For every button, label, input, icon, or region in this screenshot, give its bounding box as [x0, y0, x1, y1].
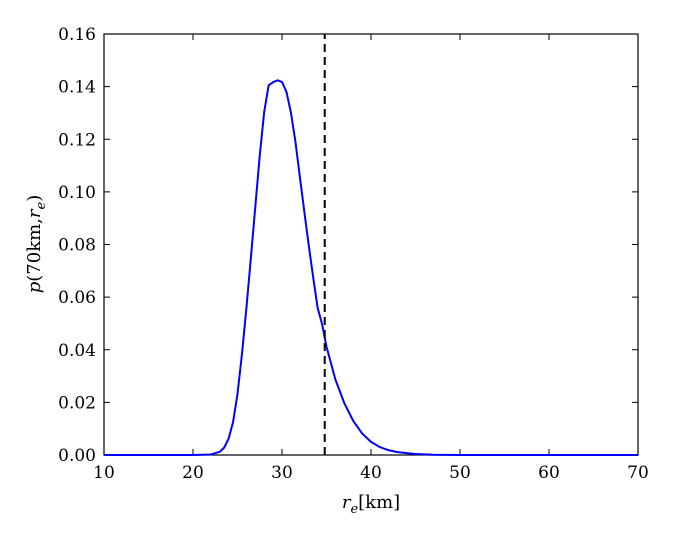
y-tick-label: 0.00	[58, 446, 96, 466]
series	[104, 34, 638, 456]
x-axis-label: re[km]	[342, 492, 400, 517]
y-tick-label: 0.12	[58, 130, 96, 150]
y-tick-label: 0.06	[58, 288, 96, 308]
plot-frame	[103, 33, 639, 456]
x-tick-label: 40	[360, 463, 382, 483]
x-tick-label: 50	[449, 463, 471, 483]
x-tick-label: 20	[182, 463, 204, 483]
y-tick-label: 0.08	[58, 236, 96, 256]
pdf-curve	[104, 79, 638, 456]
y-tick-label: 0.10	[58, 183, 96, 203]
y-tick-label: 0.16	[58, 25, 96, 45]
x-tick-label: 10	[93, 463, 115, 483]
y-axis-label: p(70km,re)	[24, 195, 49, 294]
y-tick-label: 0.14	[58, 78, 96, 98]
x-tick-label: 70	[627, 463, 649, 483]
x-tick-label: 30	[271, 463, 293, 483]
ticks: 10 20 30 40 50 60 70 0.00 0.02 0.04 0.06 0.08 0.10 0.…	[58, 25, 649, 483]
y-tick-label: 0.02	[58, 393, 96, 413]
y-tick-label: 0.04	[58, 341, 96, 361]
x-tick-label: 60	[538, 463, 560, 483]
